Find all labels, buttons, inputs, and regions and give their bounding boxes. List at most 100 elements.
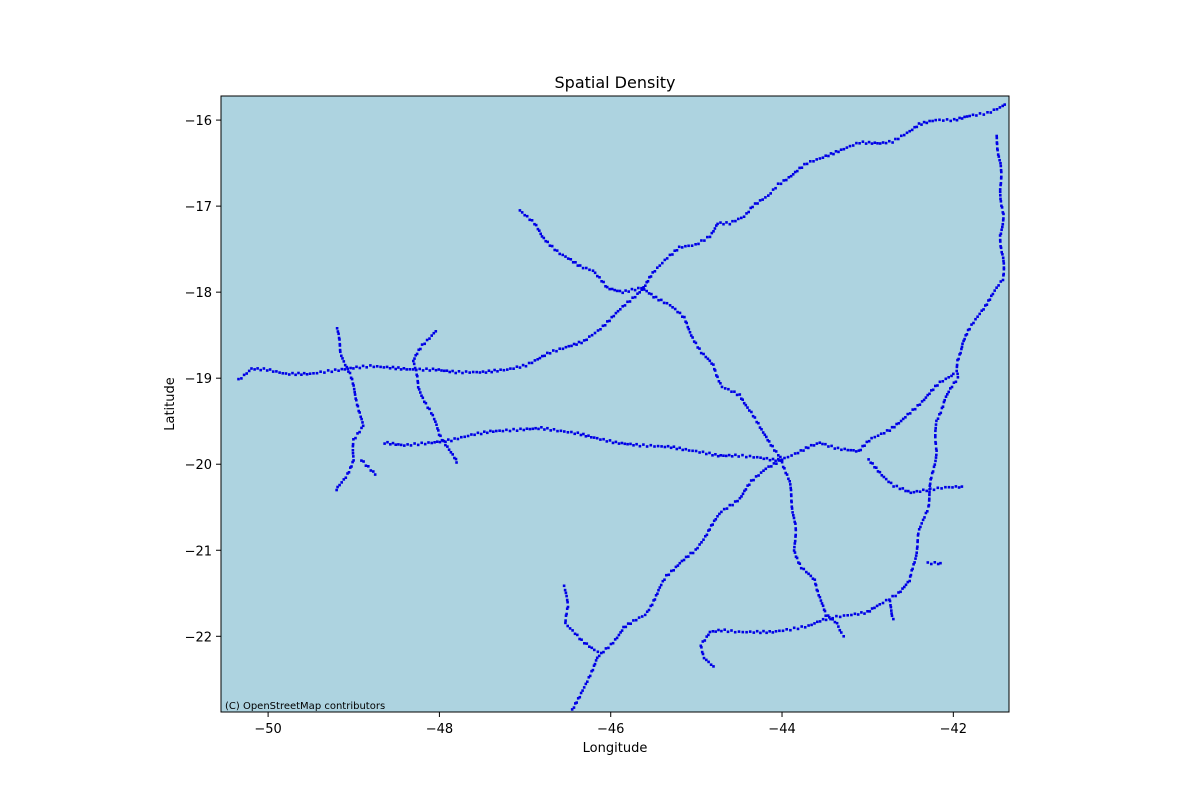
y-tick-label: −20: [185, 458, 212, 473]
data-point: [952, 372, 955, 376]
data-point: [382, 366, 386, 369]
data-point: [605, 440, 609, 443]
data-point: [832, 152, 835, 156]
data-point: [764, 196, 767, 199]
data-point: [386, 440, 389, 444]
data-point: [346, 472, 349, 475]
data-point: [809, 574, 813, 578]
data-point: [699, 644, 703, 648]
data-point: [520, 211, 524, 214]
data-point: [349, 366, 352, 370]
data-point: [913, 561, 916, 564]
data-point: [691, 551, 695, 555]
data-point: [351, 442, 355, 446]
data-point: [805, 162, 809, 166]
data-point: [956, 358, 959, 362]
data-point: [982, 308, 985, 311]
data-point: [785, 628, 788, 631]
data-point: [730, 455, 734, 458]
data-point: [998, 238, 1002, 242]
data-point: [741, 630, 745, 634]
data-point: [805, 570, 808, 574]
data-point: [894, 137, 897, 141]
data-point: [649, 443, 653, 447]
data-point: [536, 227, 540, 231]
data-point: [451, 369, 454, 373]
data-point: [793, 545, 796, 549]
data-point: [733, 630, 737, 634]
data-point: [653, 445, 656, 448]
data-point: [592, 664, 596, 667]
data-point: [352, 367, 355, 370]
data-point: [412, 359, 415, 363]
data-point: [486, 431, 489, 435]
data-point: [908, 129, 911, 133]
data-point: [999, 183, 1002, 187]
chart-title: Spatial Density: [555, 73, 676, 92]
data-point: [608, 319, 611, 323]
data-point: [546, 240, 549, 244]
data-point: [949, 119, 952, 123]
data-point: [572, 342, 576, 346]
data-point: [537, 427, 540, 431]
data-point: [660, 445, 663, 448]
data-point: [743, 489, 746, 493]
data-point: [755, 455, 759, 459]
data-point: [705, 658, 708, 662]
data-point: [913, 125, 916, 129]
data-point: [692, 340, 696, 343]
data-point: [990, 294, 993, 298]
data-point: [731, 503, 734, 507]
data-point: [508, 429, 512, 433]
data-point: [997, 284, 1000, 287]
data-point: [610, 315, 613, 319]
data-point: [448, 370, 451, 374]
data-point: [543, 428, 546, 431]
data-point: [1001, 104, 1004, 108]
data-point: [933, 561, 937, 564]
data-point: [947, 485, 951, 489]
data-point: [799, 449, 803, 452]
data-point: [783, 467, 786, 470]
plot-area: [221, 96, 1009, 712]
data-point: [555, 249, 559, 252]
data-point: [675, 447, 679, 451]
data-point: [499, 368, 502, 371]
data-point: [995, 142, 999, 146]
data-point: [822, 608, 826, 611]
data-point: [708, 235, 712, 239]
data-point: [638, 444, 642, 448]
data-point: [771, 631, 775, 634]
data-point: [884, 598, 888, 602]
data-point: [354, 436, 357, 440]
data-point: [355, 398, 358, 402]
data-point: [817, 594, 820, 597]
data-point: [901, 417, 905, 421]
data-point: [934, 429, 937, 433]
data-point: [814, 583, 818, 587]
data-point: [649, 604, 652, 608]
data-point: [920, 400, 924, 403]
data-point: [698, 451, 701, 454]
data-point: [450, 439, 453, 443]
data-point: [614, 311, 618, 315]
data-point: [888, 598, 891, 601]
data-point: [986, 111, 989, 114]
data-point: [536, 358, 539, 361]
y-tick-label: −16: [185, 114, 212, 129]
data-point: [312, 372, 315, 375]
data-point: [245, 372, 248, 375]
data-point: [719, 454, 723, 457]
data-point: [725, 507, 729, 510]
data-point: [493, 368, 496, 372]
data-point: [595, 436, 599, 440]
data-point: [790, 454, 793, 457]
data-point: [1000, 206, 1004, 209]
points-layer: [237, 103, 1007, 711]
data-point: [358, 430, 361, 434]
data-point: [640, 286, 643, 290]
data-point: [935, 449, 938, 452]
data-point: [619, 631, 622, 634]
data-point: [906, 580, 910, 584]
data-point: [335, 327, 339, 330]
